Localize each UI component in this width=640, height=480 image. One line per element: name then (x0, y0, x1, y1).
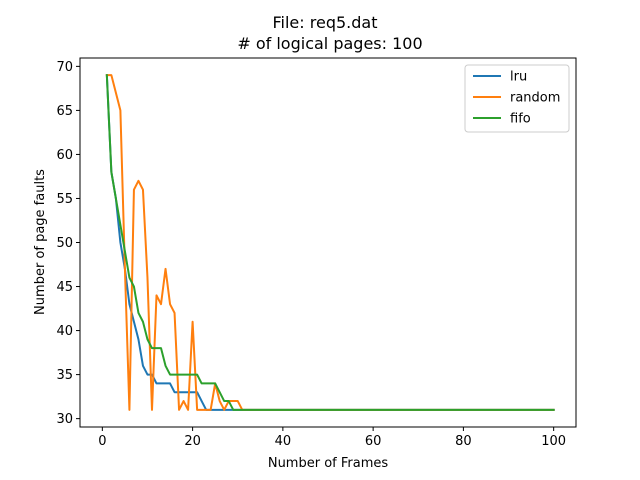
y-axis-label: Number of page faults (33, 169, 48, 315)
legend-box (464, 64, 570, 133)
x-tick-label: 40 (275, 434, 292, 449)
y-tick-label: 40 (56, 324, 73, 339)
legend-label-lru: lru (510, 70, 527, 85)
x-tick-label: 20 (184, 434, 201, 449)
y-tick-label: 70 (56, 60, 73, 75)
x-tick-label: 100 (541, 434, 566, 449)
y-tick-label: 60 (56, 148, 73, 163)
y-tick-label: 55 (56, 192, 73, 207)
x-tick-label: 60 (365, 434, 382, 449)
y-tick-label: 50 (56, 236, 73, 251)
chart-subtitle: # of logical pages: 100 (237, 34, 422, 53)
x-tick-label: 80 (455, 434, 472, 449)
y-tick-label: 35 (56, 368, 73, 383)
x-axis: 0 20 40 60 80 100 (98, 427, 566, 449)
series-line-random (105, 74, 555, 411)
y-tick-label: 30 (56, 412, 73, 427)
series-line-fifo (105, 74, 555, 411)
legend-label-fifo: fifo (510, 112, 531, 127)
chart-title: File: req5.dat (273, 13, 378, 32)
legend-label-random: random (510, 91, 560, 106)
y-tick-label: 45 (56, 280, 73, 295)
x-tick-label: 0 (98, 434, 106, 449)
y-axis: 30 35 40 45 50 55 60 65 70 (56, 60, 80, 427)
legend: lru random fifo (464, 64, 570, 133)
x-axis-label: Number of Frames (268, 456, 389, 471)
series-layer (105, 74, 555, 411)
y-tick-label: 65 (56, 104, 73, 119)
